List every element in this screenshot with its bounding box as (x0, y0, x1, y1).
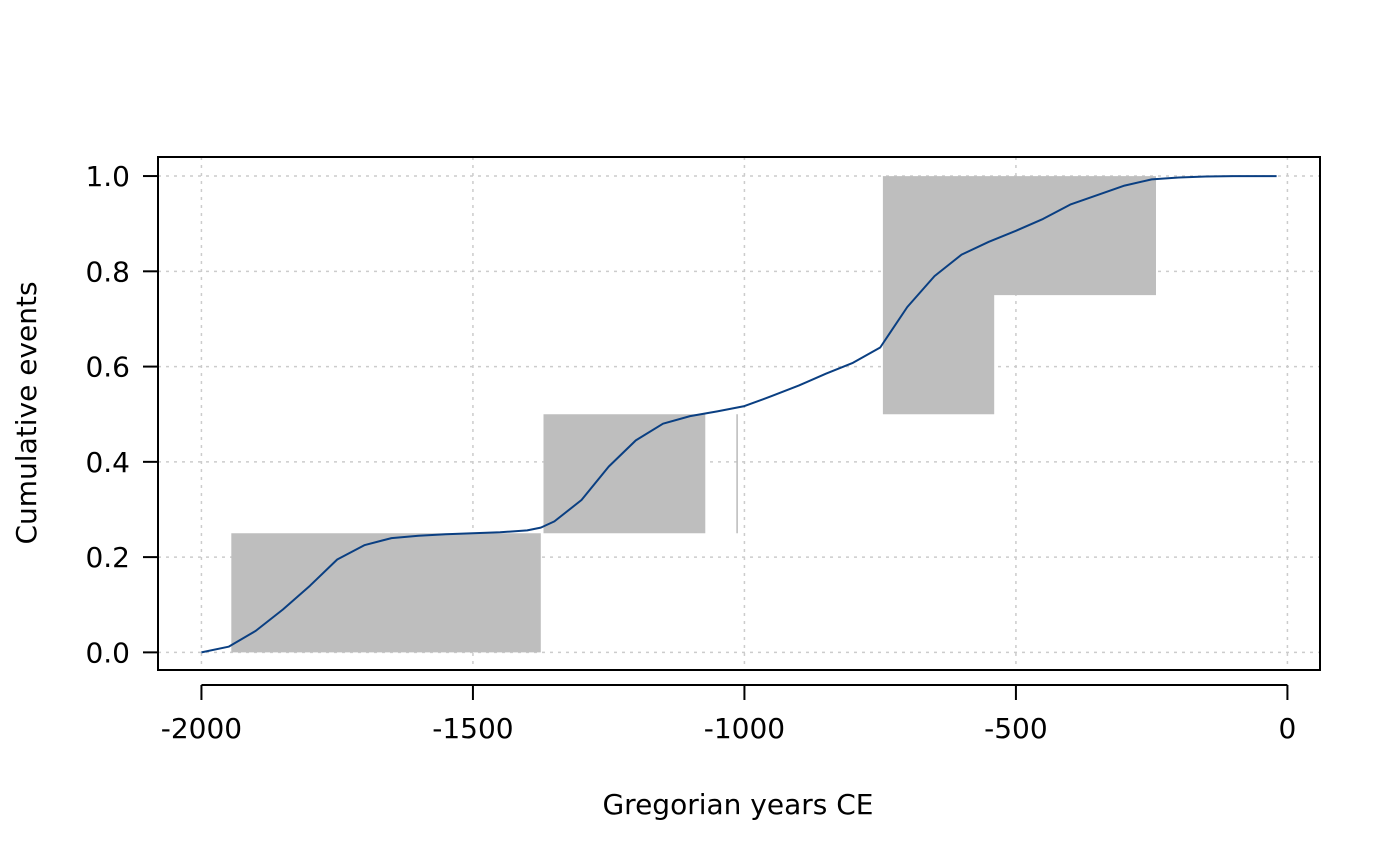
envelope-band (231, 176, 1157, 653)
y-tick-label: 0.8 (85, 255, 130, 288)
x-tick-label: -2000 (161, 712, 242, 745)
x-axis-title: Gregorian years CE (602, 788, 873, 821)
x-axis: -2000 -1500 -1000 -500 0 (161, 684, 1297, 745)
x-tick-label: 0 (1279, 712, 1297, 745)
x-tick-label: -500 (984, 712, 1048, 745)
series-line-layer (201, 175, 1277, 654)
x-tick-label: -1000 (704, 712, 785, 745)
envelope-band-layer (231, 176, 1157, 653)
y-axis-title: Cumulative events (10, 281, 43, 544)
x-tick-label: -1500 (432, 712, 513, 745)
y-axis: 0.0 0.2 0.4 0.6 0.8 1.0 (85, 160, 159, 669)
y-tick-label: 0.6 (85, 351, 130, 384)
series-line-cumulative (201, 175, 1277, 654)
y-tick-label: 0.4 (85, 446, 130, 479)
y-tick-label: 0.0 (85, 636, 130, 669)
y-tick-label: 0.2 (85, 541, 130, 574)
y-tick-label: 1.0 (85, 160, 130, 193)
